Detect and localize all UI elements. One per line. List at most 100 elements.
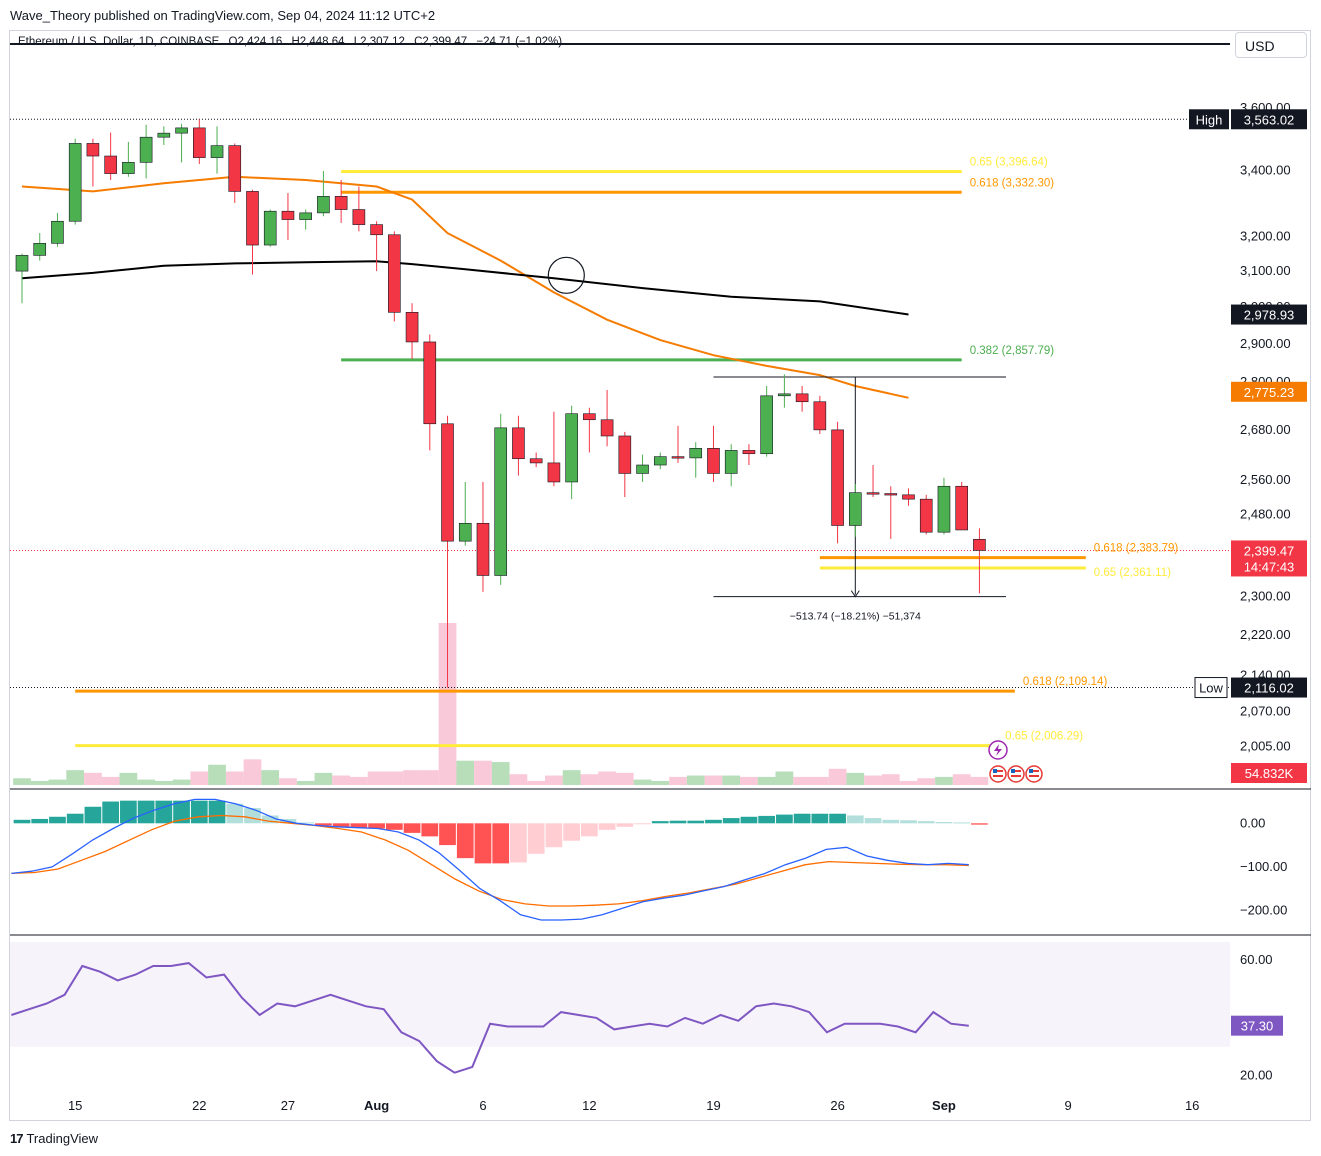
macd-histogram-bar xyxy=(31,818,49,824)
symbol-legend: Ethereum / U.S. Dollar, 1D, COINBASE O2,… xyxy=(18,36,568,48)
volume-bar xyxy=(651,780,670,785)
candle-body xyxy=(370,224,383,236)
flag-canton-icon xyxy=(993,769,997,773)
candle xyxy=(618,431,632,497)
rsi-tag-value: 37.30 xyxy=(1241,1019,1274,1034)
candle xyxy=(246,189,259,275)
candle xyxy=(778,374,791,408)
flag-stripe-icon xyxy=(993,770,1003,772)
volume-bar xyxy=(84,772,102,785)
candle xyxy=(139,124,153,179)
volume-bar xyxy=(279,778,297,785)
macd-histogram-bar xyxy=(687,820,705,824)
fib-level-label: 0.65 (3,396.64) xyxy=(970,156,1048,168)
macd-histogram-bar xyxy=(634,823,651,825)
volume-bar xyxy=(119,772,138,785)
candle-body xyxy=(565,413,578,483)
macd-histogram-bar xyxy=(829,813,846,824)
candle-body xyxy=(157,132,171,138)
candle xyxy=(494,413,508,585)
ohlc-high: H2,448.64 xyxy=(291,36,345,48)
volume-bar xyxy=(633,779,652,785)
high-tag-label: High xyxy=(1196,112,1223,127)
flag-canton-icon xyxy=(1029,769,1033,773)
candle-body xyxy=(600,419,614,437)
macd-histogram-bar xyxy=(297,822,315,824)
candle xyxy=(884,486,898,539)
macd-histogram-bar xyxy=(846,815,864,824)
candle xyxy=(228,143,242,203)
candle xyxy=(157,126,171,145)
candle-body xyxy=(742,450,756,455)
candle-body xyxy=(86,143,100,157)
volume-bar xyxy=(101,776,120,785)
candle-body xyxy=(458,522,472,542)
volume-bar xyxy=(474,760,492,785)
candle-body xyxy=(33,243,47,256)
tradingview-brand[interactable]: 17 TradingView xyxy=(10,1131,98,1146)
candle xyxy=(742,444,756,466)
macd-histogram-bar xyxy=(722,818,740,824)
volume-bar xyxy=(261,770,280,785)
volume-bar xyxy=(545,775,563,785)
candle xyxy=(937,477,951,535)
ema-200-tag-bg xyxy=(1231,304,1307,325)
us-flag-event-icon xyxy=(989,765,1007,783)
candle-body xyxy=(529,458,543,464)
time-axis-tick-label: 26 xyxy=(830,1098,844,1113)
macd-histogram-bar xyxy=(173,800,190,824)
fib-level-label: 0.382 (2,857.79) xyxy=(970,345,1055,357)
candle-body xyxy=(671,456,685,459)
volume-bar xyxy=(828,768,847,785)
lightning-glyph-icon xyxy=(994,744,1002,756)
volume-bar xyxy=(456,760,475,785)
candle xyxy=(653,452,667,470)
volume-bar xyxy=(580,774,599,785)
candle xyxy=(689,442,703,478)
candle xyxy=(476,481,490,592)
ohlc-open: O2,424.16 xyxy=(228,36,283,48)
volume-bar xyxy=(225,771,244,785)
candle xyxy=(388,231,401,322)
macd-histogram-bar xyxy=(155,800,173,824)
price-axis-tick-label: 2,560.00 xyxy=(1240,472,1291,487)
candle-body xyxy=(405,312,419,343)
candle xyxy=(33,233,47,261)
volume-bar xyxy=(527,780,546,785)
time-axis-tick-label: 19 xyxy=(706,1098,720,1113)
symbol-name[interactable]: Ethereum / U.S. Dollar, 1D, COINBASE xyxy=(18,36,220,48)
ema-50-tag-bg xyxy=(1231,381,1307,402)
flag-stripe-icon xyxy=(1011,770,1021,772)
price-axis-tick-label: 3,100.00 xyxy=(1240,263,1291,278)
candle-body xyxy=(884,493,898,496)
candle-body xyxy=(636,464,649,474)
macd-histogram-bar xyxy=(864,818,882,824)
rsi-axis-tick-label: 20.00 xyxy=(1240,1068,1273,1083)
price-axis-tick-label: 2,300.00 xyxy=(1240,589,1291,604)
macd-histogram-bar xyxy=(439,823,456,846)
macd-histogram-bar xyxy=(935,822,953,824)
candle-body xyxy=(317,196,330,214)
volume-bar xyxy=(154,780,173,785)
candle xyxy=(849,484,862,537)
candle xyxy=(317,171,330,217)
macd-histogram-bar xyxy=(811,813,829,824)
us-flag-event-icon xyxy=(1025,765,1043,783)
price-axis-tick-label: 3,200.00 xyxy=(1240,228,1291,243)
ema-50-line xyxy=(21,175,909,399)
rsi-axis-tick-label: 60.00 xyxy=(1240,952,1273,967)
currency-button[interactable]: USD xyxy=(1235,32,1307,58)
candle-body xyxy=(246,191,259,246)
flag-stripe-icon xyxy=(1029,770,1039,772)
rsi-tag-bg xyxy=(1231,1015,1283,1036)
ohlc-close: C2,399.47 xyxy=(414,36,468,48)
volume-bar xyxy=(722,775,741,785)
candle-body xyxy=(849,492,862,526)
volume-bar xyxy=(30,780,49,785)
macd-histogram-bar xyxy=(758,815,776,824)
time-axis-tick-label: 15 xyxy=(68,1098,82,1113)
candle xyxy=(866,465,880,497)
rsi-line xyxy=(11,962,969,1074)
volume-bar xyxy=(491,762,510,785)
